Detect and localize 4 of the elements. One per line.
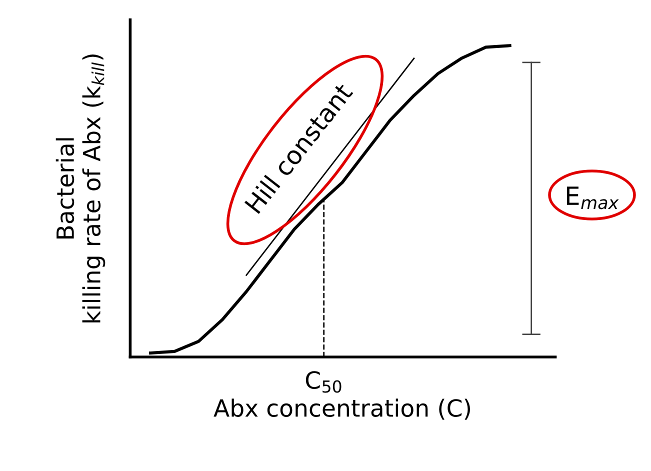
x-axis-title: Abx concentration (C) [214,398,470,420]
text: C$_{50}$ [306,371,342,393]
y-axis-title: Bacterial killing rate of Abx (k$_{kill}$) [56,54,106,322]
text: E$_{max}$ [566,186,619,210]
